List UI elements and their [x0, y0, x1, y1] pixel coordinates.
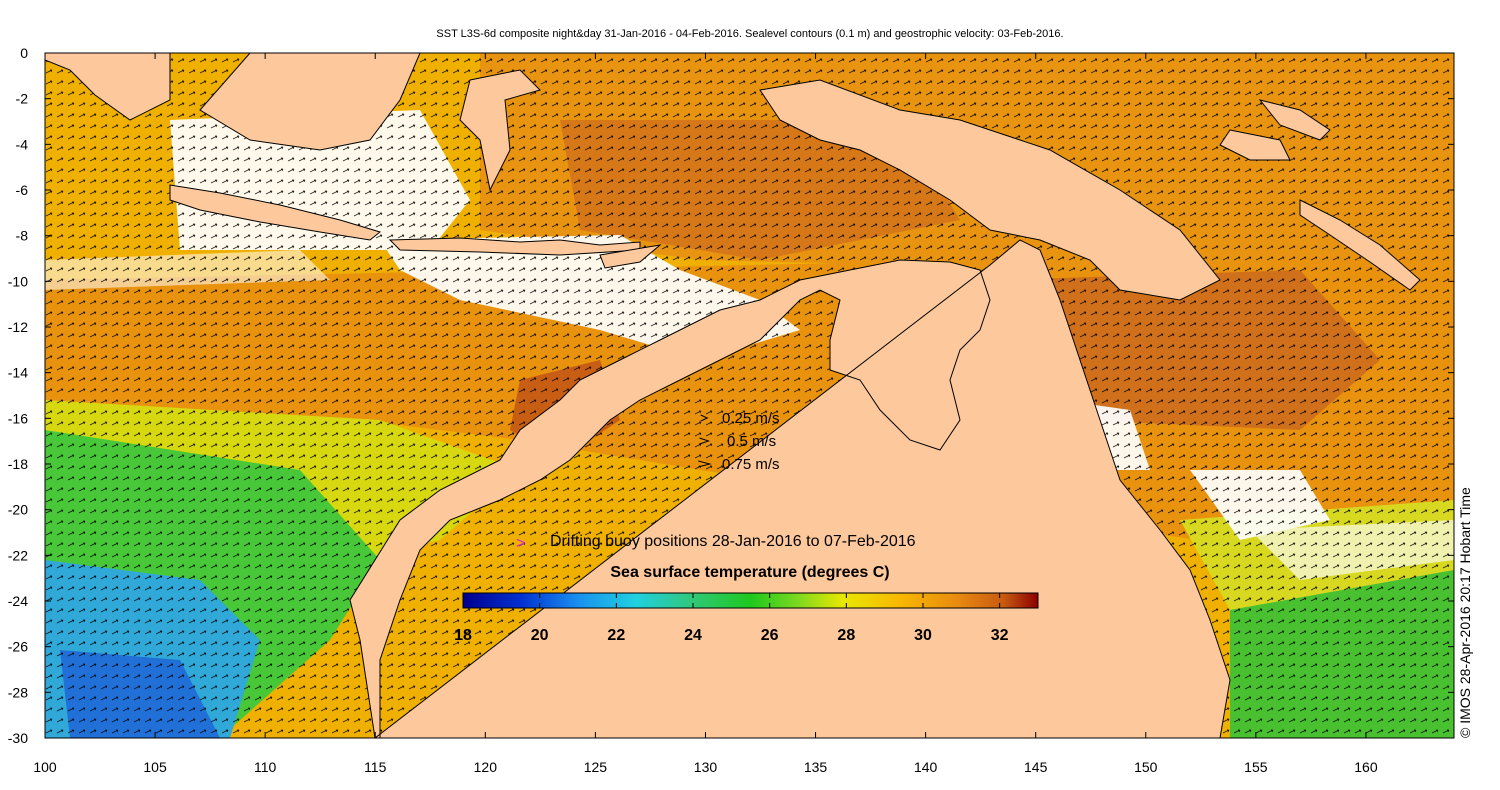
- land-solomon-islands: [1299, 199, 1421, 291]
- velocity-legend: 0.25 m/s 0.5 m/s 0.75 m/s: [698, 410, 780, 473]
- y-tick-label: -8: [16, 228, 29, 244]
- y-tick-label: -20: [8, 502, 28, 518]
- colorbar-tick-label: 18: [454, 627, 472, 644]
- y-tick-label: -16: [8, 410, 28, 426]
- land-lesser-sunda: [388, 237, 641, 256]
- colorbar-tick-label: 28: [837, 627, 855, 644]
- x-axis: 100 105 110 115 120 125 130 135 140 145 150 155 160: [33, 53, 1378, 775]
- x-tick-label: 145: [1024, 759, 1048, 775]
- velocity-legend-label: 0.75 m/s: [722, 456, 780, 473]
- land: [45, 53, 1421, 738]
- colorbar-ticks: 18 20 22 24 26 28 30 32: [454, 593, 1009, 644]
- velocity-legend-arrow: [698, 460, 712, 468]
- land-sumatra: [45, 53, 171, 121]
- colorbar: Sea surface temperature (degrees C) 18 20…: [454, 564, 1039, 644]
- land-timor: [599, 244, 662, 269]
- colorbar-tick-label: 30: [914, 627, 932, 644]
- y-tick-label: -10: [8, 273, 28, 289]
- x-tick-label: 140: [914, 759, 938, 775]
- land-australia: [349, 239, 1231, 738]
- credit-text: © IMOS 28-Apr-2016 20:17 Hobart Time: [1457, 487, 1473, 738]
- x-tick-label: 120: [474, 759, 498, 775]
- buoy-legend-symbol: >: [516, 535, 525, 552]
- y-tick-label: -12: [8, 319, 28, 335]
- land-sulawesi: [459, 69, 541, 192]
- y-tick-label: -14: [8, 365, 28, 381]
- buoy-legend-label: Drifting buoy positions 28-Jan-2016 to 0…: [550, 533, 916, 550]
- x-tick-label: 105: [143, 759, 167, 775]
- land-java: [169, 184, 382, 241]
- x-tick-label: 115: [364, 759, 387, 775]
- buoy-legend: > Drifting buoy positions 28-Jan-2016 to…: [516, 533, 916, 552]
- x-tick-label: 135: [804, 759, 828, 775]
- velocity-legend-label: 0.25 m/s: [722, 410, 780, 427]
- y-axis: 0 -2 -4 -6 -8 -10 -12 -14 -16 -18 -20 -22 -24 -26 -28 -…: [8, 45, 1454, 746]
- y-tick-label: -2: [16, 91, 29, 107]
- y-tick-label: -4: [16, 136, 29, 152]
- x-tick-label: 155: [1244, 759, 1268, 775]
- colorbar-tick-label: 20: [531, 627, 549, 644]
- y-tick-label: -30: [8, 730, 28, 746]
- map-title: SST L3S-6d composite night&day 31-Jan-20…: [436, 28, 1064, 40]
- y-tick-label: -28: [8, 684, 28, 700]
- colorbar-title: Sea surface temperature (degrees C): [610, 564, 889, 581]
- velocity-legend-arrow: [700, 414, 709, 422]
- land-borneo: [199, 53, 421, 151]
- x-tick-label: 100: [33, 759, 57, 775]
- land-new-guinea: [759, 79, 1221, 301]
- velocity-legend-label: 0.5 m/s: [727, 433, 776, 450]
- y-tick-label: -18: [8, 456, 28, 472]
- x-tick-label: 110: [254, 759, 277, 775]
- plot-frame: [44, 52, 1455, 739]
- y-tick-label: -6: [16, 182, 29, 198]
- y-tick-label: -22: [8, 547, 28, 563]
- y-tick-label: -24: [8, 593, 28, 609]
- land-new-britain: [1219, 129, 1291, 161]
- colorbar-bar: [462, 592, 1039, 609]
- y-tick-label: -26: [8, 639, 28, 655]
- y-tick-label: 0: [20, 45, 28, 61]
- colorbar-tick-label: 32: [991, 627, 1009, 644]
- colorbar-tick-label: 26: [761, 627, 779, 644]
- colorbar-tick-label: 24: [684, 627, 702, 644]
- x-tick-label: 130: [694, 759, 718, 775]
- velocity-legend-arrow: [699, 437, 711, 445]
- x-tick-label: 150: [1134, 759, 1158, 775]
- colorbar-tick-label: 22: [607, 627, 625, 644]
- plot-area: [45, 53, 1454, 738]
- x-tick-label: 160: [1354, 759, 1378, 775]
- x-tick-label: 125: [584, 759, 608, 775]
- land-new-ireland: [1258, 99, 1331, 141]
